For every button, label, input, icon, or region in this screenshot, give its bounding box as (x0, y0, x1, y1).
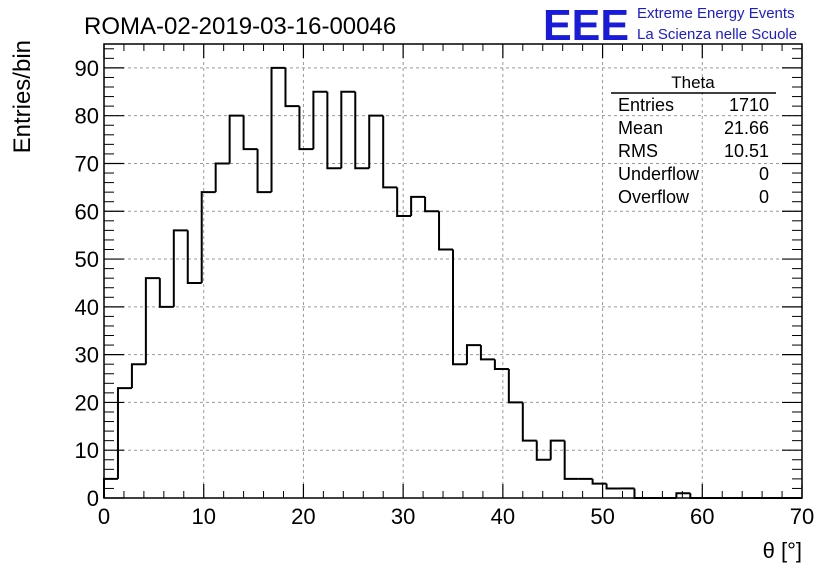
y-tick-label: 20 (75, 390, 99, 415)
histogram-series (103, 66, 802, 499)
histogram-bin (591, 478, 607, 485)
x-tick-label: 50 (590, 504, 614, 529)
histogram-bin (438, 211, 453, 251)
histogram-bin (521, 402, 537, 442)
stats-row-value: 1710 (729, 95, 769, 115)
logo-subtitle-line1: Extreme Energy Events (637, 5, 795, 22)
histogram-bin (298, 106, 314, 151)
histogram-bin (340, 90, 356, 169)
histogram-bin (507, 368, 523, 404)
stats-title: Theta (671, 73, 715, 92)
histogram-bin (368, 114, 384, 169)
histogram-bin (284, 67, 300, 108)
histogram-bin (535, 440, 551, 461)
y-tick-label: 30 (75, 343, 99, 368)
y-tick-label: 40 (75, 295, 99, 320)
histogram-bin (242, 115, 258, 151)
y-tick-label: 80 (75, 104, 99, 129)
histogram-bin (270, 66, 286, 193)
y-tick-label: 60 (75, 199, 99, 224)
histogram-bin (116, 387, 132, 479)
histogram-bin (312, 90, 328, 150)
histogram-bin (424, 196, 440, 213)
histogram-bin (479, 345, 495, 361)
histogram-bin (354, 91, 370, 170)
histogram-bin (563, 440, 579, 480)
histogram-bin (158, 278, 174, 308)
x-tick-labels: 0 10 20 30 40 50 60 70 (98, 504, 814, 529)
y-tick-label: 50 (75, 247, 99, 272)
histogram-bin (675, 492, 691, 498)
plot-frame (103, 43, 803, 499)
x-tick-label: 10 (191, 504, 215, 529)
x-tick-label: 40 (491, 504, 515, 529)
histogram-bin (186, 230, 202, 284)
histogram-bin (396, 187, 412, 218)
histogram-bin (228, 114, 244, 164)
histogram-bin (549, 439, 565, 460)
x-tick-label: 70 (790, 504, 814, 529)
y-axis-label: Entries/bin (9, 40, 36, 153)
histogram-bin (144, 277, 160, 365)
histogram-bin (452, 249, 467, 366)
stats-row-value: 21.66 (724, 118, 769, 138)
logo-subtitle-line2: La Scienza nelle Scuole (637, 26, 797, 43)
y-tick-labels: 0 10 20 30 40 50 60 70 80 90 (75, 56, 99, 511)
x-tick-label: 30 (391, 504, 415, 529)
stats-row-label: Mean (618, 118, 663, 138)
y-tick-label: 0 (87, 486, 99, 511)
histogram-bin (200, 191, 216, 283)
stats-row-label: Underflow (618, 164, 700, 184)
histogram-bin (130, 363, 146, 389)
axis-ticks (103, 44, 803, 499)
histogram-bin (605, 483, 621, 490)
eee-logo: EEE (543, 1, 629, 50)
histogram-bin (326, 91, 342, 170)
y-tick-label: 90 (75, 56, 99, 81)
stats-row-value: 0 (759, 164, 769, 184)
x-tick-label: 0 (98, 504, 110, 529)
stats-row-value: 0 (759, 187, 769, 207)
stats-row-label: RMS (618, 141, 658, 161)
x-tick-label: 20 (291, 504, 315, 529)
histogram-bin (633, 488, 649, 499)
x-axis-label: θ [°] (763, 538, 802, 563)
histogram-bin (214, 162, 230, 193)
stats-row-value: 10.51 (724, 141, 769, 161)
histogram-bin (493, 359, 509, 370)
y-tick-label: 10 (75, 438, 99, 463)
stats-row-label: Overflow (618, 187, 690, 207)
histogram-bin (256, 149, 272, 194)
histogram-bin (382, 115, 398, 189)
histogram-bin (172, 229, 188, 307)
y-tick-label: 70 (75, 151, 99, 176)
stats-rows: Entries 1710 Mean 21.66 RMS 10.51 Underflow 0 Ov… (618, 95, 769, 207)
chart-title: ROMA-02-2019-03-16-00046 (84, 13, 396, 40)
histogram-bin (465, 344, 481, 365)
stats-row-label: Entries (618, 95, 674, 115)
x-tick-label: 60 (690, 504, 714, 529)
histogram-bin (410, 195, 426, 217)
stats-box: Theta Entries 1710 Mean 21.66 RMS 10.51 Underf… (611, 73, 776, 207)
